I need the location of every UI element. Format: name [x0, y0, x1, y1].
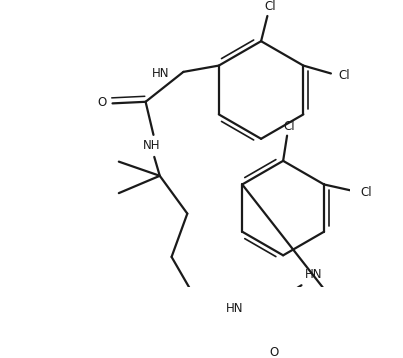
Text: O: O — [97, 96, 106, 109]
Text: Cl: Cl — [284, 120, 295, 133]
Text: Cl: Cl — [265, 0, 276, 13]
Text: O: O — [269, 347, 278, 358]
Text: HN: HN — [305, 268, 322, 281]
Text: HN: HN — [226, 303, 243, 315]
Text: NH: NH — [143, 139, 161, 153]
Text: HN: HN — [152, 67, 169, 80]
Text: Cl: Cl — [360, 186, 372, 199]
Text: Cl: Cl — [339, 68, 350, 82]
